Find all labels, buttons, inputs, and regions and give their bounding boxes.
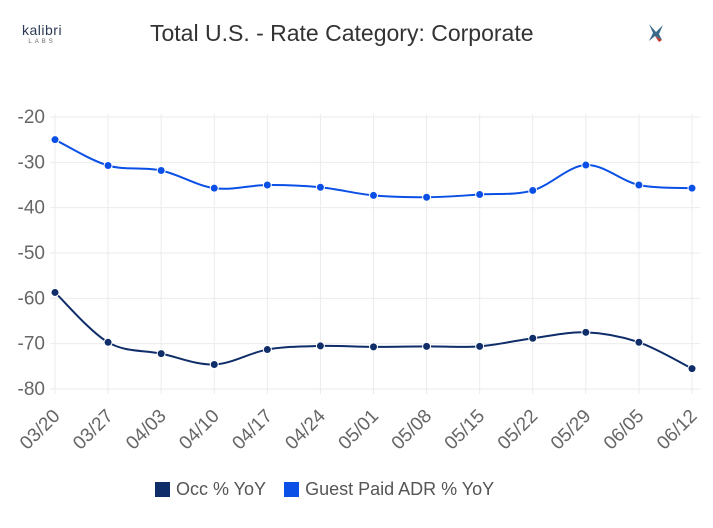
data-point: [422, 341, 432, 351]
legend-swatch: [284, 482, 300, 497]
data-point: [50, 135, 60, 145]
y-tick-label: -60: [18, 288, 45, 309]
chart-title: Total U.S. - Rate Category: Corporate: [150, 20, 534, 46]
data-point: [50, 287, 60, 297]
legend: Occ % YoY Guest Paid ADR % YoY: [155, 479, 494, 500]
data-point: [475, 190, 485, 200]
legend-item-adr[interactable]: Guest Paid ADR % YoY: [284, 479, 494, 500]
legend-swatch: [155, 482, 170, 497]
hummingbird-icon: [649, 24, 663, 42]
data-point: [634, 180, 644, 190]
kalibri-labs-logo: kalibri LABS: [22, 22, 62, 45]
logo-name: kalibri: [22, 22, 63, 38]
x-tick-label: 03/20: [16, 406, 64, 454]
data-point: [369, 342, 378, 352]
data-point: [528, 333, 538, 343]
x-tick-label: 04/03: [122, 406, 170, 454]
x-tick-label: 05/08: [388, 406, 436, 454]
data-point: [687, 364, 697, 374]
data-point: [581, 160, 591, 170]
data-point: [262, 345, 272, 355]
x-tick-label: 04/17: [228, 406, 276, 454]
data-point: [581, 327, 591, 337]
y-tick-label: -70: [18, 334, 45, 355]
data-point: [422, 192, 432, 202]
legend-label: Guest Paid ADR % YoY: [305, 479, 495, 499]
legend-label: Occ % YoY: [176, 479, 267, 499]
data-point: [475, 341, 485, 351]
data-point: [209, 183, 219, 193]
x-tick-label: 05/22: [494, 406, 542, 454]
data-point: [315, 182, 325, 192]
data-point: [156, 165, 166, 175]
data-point: [528, 185, 538, 195]
data-point: [369, 190, 378, 200]
logo-sub: LABS: [28, 39, 56, 45]
data-point: [634, 337, 644, 347]
y-tick-label: -20: [18, 107, 45, 128]
x-tick-label: 06/05: [600, 406, 648, 454]
data-point: [315, 341, 325, 351]
legend-item-occ[interactable]: Occ % YoY: [155, 479, 266, 500]
x-tick-label: 05/01: [335, 406, 383, 454]
data-point: [209, 360, 219, 370]
x-tick-label: 05/29: [547, 406, 595, 454]
y-tick-label: -80: [18, 379, 45, 400]
y-tick-label: -40: [18, 198, 45, 219]
data-point: [687, 183, 697, 193]
y-tick-label: -50: [18, 243, 45, 264]
x-tick-label: 04/10: [175, 406, 223, 454]
x-tick-label: 03/27: [69, 406, 117, 454]
data-point: [103, 161, 113, 171]
y-tick-label: -30: [18, 152, 45, 173]
data-point: [156, 349, 166, 359]
x-tick-label: 04/24: [281, 405, 330, 454]
data-point: [262, 180, 272, 190]
x-tick-label: 05/15: [441, 406, 489, 454]
data-point: [103, 337, 113, 347]
x-tick-label: 06/12: [653, 406, 701, 454]
